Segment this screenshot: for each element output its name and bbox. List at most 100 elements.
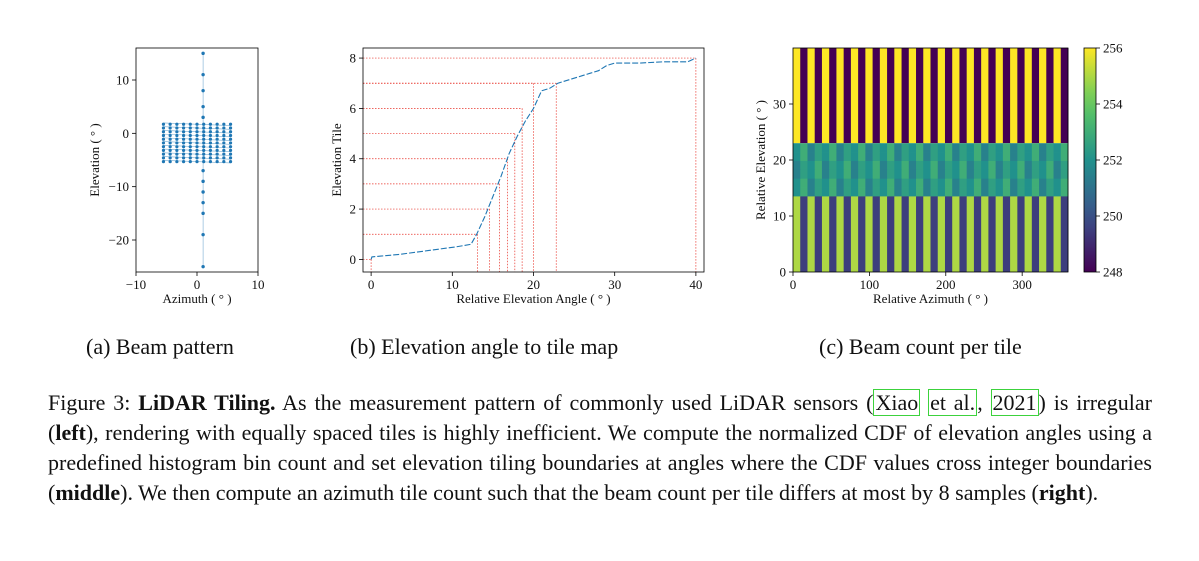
panel-b-xtick-label: 40: [689, 277, 702, 292]
panel-c-heatmap-cell: [1060, 196, 1069, 272]
panel-a-point: [215, 148, 219, 152]
panel-c-heatmap-cell: [995, 178, 1004, 188]
panel-c-heatmap-cell: [872, 160, 881, 171]
panel-a-point: [215, 137, 219, 141]
panel-a-point: [202, 160, 206, 164]
panel-a-point: [228, 133, 233, 138]
panel-c-heatmap-cell: [836, 48, 845, 144]
panel-a-point: [188, 145, 192, 149]
panel-c-heatmap-cell: [916, 160, 924, 171]
panel-c-heatmap-cell: [879, 143, 888, 153]
panel-c-heatmap-cell: [930, 143, 939, 153]
panel-c-heatmap-cell: [1031, 196, 1040, 272]
panel-c-heatmap-cell: [959, 152, 968, 162]
panel-a-point: [161, 137, 166, 141]
panel-c-heatmap-cell: [829, 169, 837, 180]
colorbar-tick-label: 248: [1103, 265, 1123, 280]
panel-c-heatmap-cell: [923, 143, 931, 153]
panel-b-cdf-line: [370, 57, 697, 260]
panel-c-heatmap-cell: [1039, 160, 1047, 171]
panel-c-heatmap-cell: [908, 169, 917, 180]
panel-c-heatmap-cell: [1010, 160, 1018, 171]
panel-c-heatmap-cell: [850, 178, 859, 188]
panel-c-heatmap-cell: [879, 169, 888, 180]
panel-a-point: [195, 160, 199, 164]
panel-c-heatmap-cell: [1017, 160, 1025, 171]
citation-link-year[interactable]: 2021: [990, 389, 1039, 416]
panel-c-heatmap-cell: [988, 178, 997, 188]
panel-a-point: [181, 152, 186, 156]
panel-a-point: [168, 152, 172, 156]
panel-c-heatmap-cell: [1002, 178, 1011, 188]
panel-c-heatmap-cell: [1002, 48, 1011, 144]
panel-c-heatmap-cell: [814, 160, 823, 171]
panel-c-heatmap-cell: [1017, 169, 1025, 180]
panel-a-point: [175, 160, 179, 164]
panel-a-point: [201, 200, 205, 205]
panel-c-heatmap-cell: [1053, 48, 1062, 144]
panel-c-heatmap-cell: [1010, 48, 1018, 144]
panel-c-heatmap-cell: [973, 169, 982, 180]
panel-c-heatmap-cell: [937, 152, 946, 162]
panel-c-heatmap-cell: [995, 48, 1004, 144]
panel-a-point: [222, 137, 226, 141]
axes-frame: [135, 47, 259, 273]
panel-a-point: [222, 148, 226, 152]
panel-c-heatmap-cell: [908, 143, 917, 153]
panel-c-heatmap-cell: [843, 152, 852, 162]
panel-c-xtick-label: 0: [790, 277, 797, 292]
panel-a-point: [208, 133, 213, 138]
panel-c-heatmap-cell: [821, 178, 830, 188]
panel-a-point: [181, 160, 186, 164]
panel-c-heatmap-cell: [1002, 160, 1011, 171]
panel-c-heatmap-cell: [944, 196, 953, 272]
citation-link-xiao[interactable]: Xiao: [873, 389, 921, 416]
panel-a-point: [168, 160, 172, 164]
panel-c-xtick-label: 100: [860, 277, 880, 292]
panel-c-heatmap-cell: [959, 196, 968, 272]
panel-c-heatmap-cell: [952, 48, 960, 144]
panel-c-heatmap-cell: [959, 143, 968, 153]
panel-c-heatmap-cell: [872, 152, 881, 162]
panel-c-heatmap-cell: [944, 178, 953, 188]
panel-c-heatmap-cell: [850, 187, 859, 197]
panel-c-heatmap-cell: [1039, 178, 1047, 188]
panel-c-heatmap-cell: [1060, 187, 1069, 197]
panel-c-heatmap-cell: [807, 48, 816, 144]
panel-c-heatmap-cell: [836, 152, 845, 162]
panel-c-heatmap-cell: [973, 48, 982, 144]
panel-c-heatmap-cell: [1039, 187, 1047, 197]
panel-c-heatmap-cell: [973, 196, 982, 272]
panel-c-heatmap-cell: [807, 143, 816, 153]
panel-a-point: [161, 133, 166, 138]
panel-a-point: [181, 137, 186, 141]
panel-c-heatmap-cell: [995, 187, 1004, 197]
panel-c-heatmap-cell: [952, 143, 960, 153]
panel-c-heatmap-cell: [1039, 152, 1047, 162]
panel-c-heatmap-cell: [908, 178, 917, 188]
panel-c-heatmap-cell: [923, 169, 931, 180]
panel-a-point: [215, 130, 219, 134]
panel-c-heatmap-cell: [1053, 187, 1062, 197]
citation-link-etal[interactable]: et al.: [928, 389, 978, 416]
panel-c-heatmap-cell: [908, 187, 917, 197]
panel-a-point: [181, 130, 186, 134]
panel-c-heatmap-cell: [843, 143, 852, 153]
panel-a-point: [228, 141, 233, 145]
panel-c-heatmap-cell: [959, 178, 968, 188]
panel-a-point: [208, 152, 213, 156]
panel-c-heatmap-cell: [793, 143, 801, 153]
panel-c-heatmap-cell: [959, 169, 968, 180]
panel-c-heatmap-cell: [901, 178, 910, 188]
panel-c-heatmap-cell: [1010, 178, 1018, 188]
panel-c-heatmap-cell: [988, 48, 997, 144]
panel-a-xtick-label: 10: [252, 277, 265, 292]
panel-c-heatmap-cell: [1002, 143, 1011, 153]
panel-c-heatmap-cell: [872, 178, 881, 188]
panel-c-heatmap-cell: [865, 178, 874, 188]
panel-c-heatmap-cell: [858, 152, 866, 162]
panel-c-heatmap-cell: [923, 196, 931, 272]
panel-c-heatmap-cell: [944, 152, 953, 162]
panel-c-heatmap-cell: [908, 152, 917, 162]
panel-c-heatmap-cell: [937, 48, 946, 144]
